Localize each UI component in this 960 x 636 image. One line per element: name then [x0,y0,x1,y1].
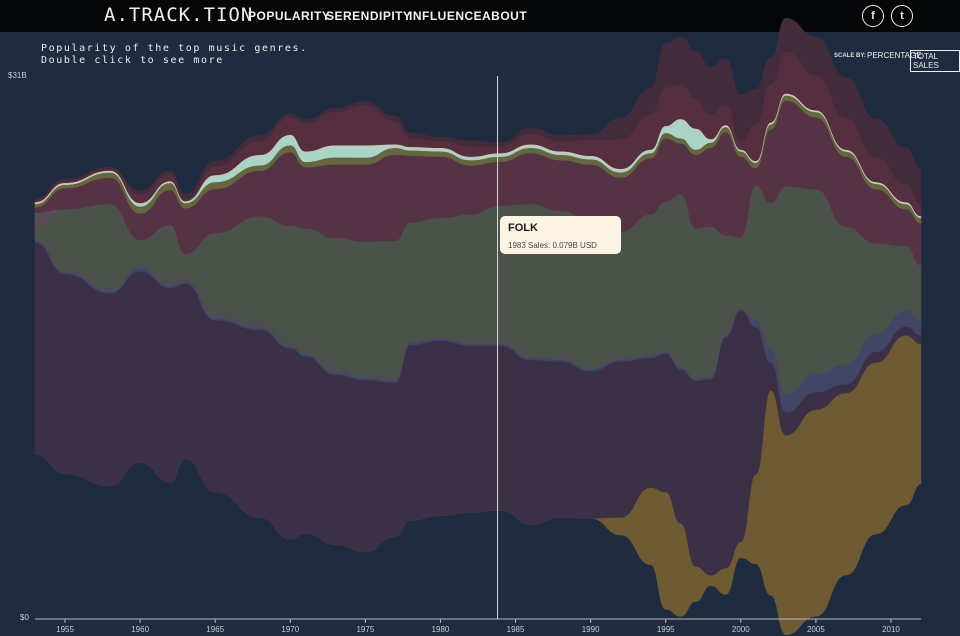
site-logo[interactable]: A.TRACK.TION [104,4,254,26]
x-tick-label-1985: 1985 [507,625,525,634]
x-tick-label-2000: 2000 [732,625,750,634]
x-tick-label-2010: 2010 [882,625,900,634]
scale-percentage-button[interactable]: PERCENTAGE [867,51,922,60]
tooltip-genre-title: FOLK [508,222,538,234]
x-tick-label-1970: 1970 [281,625,299,634]
x-tick-label-1960: 1960 [131,625,149,634]
x-tick-label-1965: 1965 [206,625,224,634]
genre-layers [34,17,922,636]
scale-by-label: SCALE BY: [834,53,866,59]
x-tick-label-1975: 1975 [356,625,374,634]
instructions-line-2: Double click to see more [41,55,224,66]
nav-about[interactable]: ABOUT [482,9,528,23]
nav-popularity[interactable]: POPULARITY [248,9,331,23]
twitter-icon[interactable]: t [891,5,913,27]
x-tick-label-1955: 1955 [56,625,74,634]
genre-tooltip: FOLK 1983 Sales: 0.079B USD [500,216,621,254]
instructions-line-1: Popularity of the top music genres. [41,43,308,54]
nav-influence[interactable]: INFLUENCE [409,9,483,23]
y-axis-top-label: $31B [8,71,27,80]
facebook-icon[interactable]: f [862,5,884,27]
genre-layer-12[interactable] [34,17,922,205]
x-tick-label-1980: 1980 [432,625,450,634]
y-axis-bottom-label: $0 [20,613,29,622]
tooltip-sales-text: 1983 Sales: 0.079B USD [508,241,597,250]
chart-instructions: Popularity of the top music genres. Doub… [41,43,308,67]
x-tick-label-1990: 1990 [582,625,600,634]
x-axis: 1955 1960 1965 1970 1975 1980 1985 1990 1995 2000… [35,618,921,634]
nav-serendipity[interactable]: SERENDIPITY [326,9,412,23]
x-tick-label-1995: 1995 [657,625,675,634]
top-navigation-bar: A.TRACK.TION POPULARITY SERENDIPITY INFL… [0,0,960,32]
x-tick-label-2005: 2005 [807,625,825,634]
